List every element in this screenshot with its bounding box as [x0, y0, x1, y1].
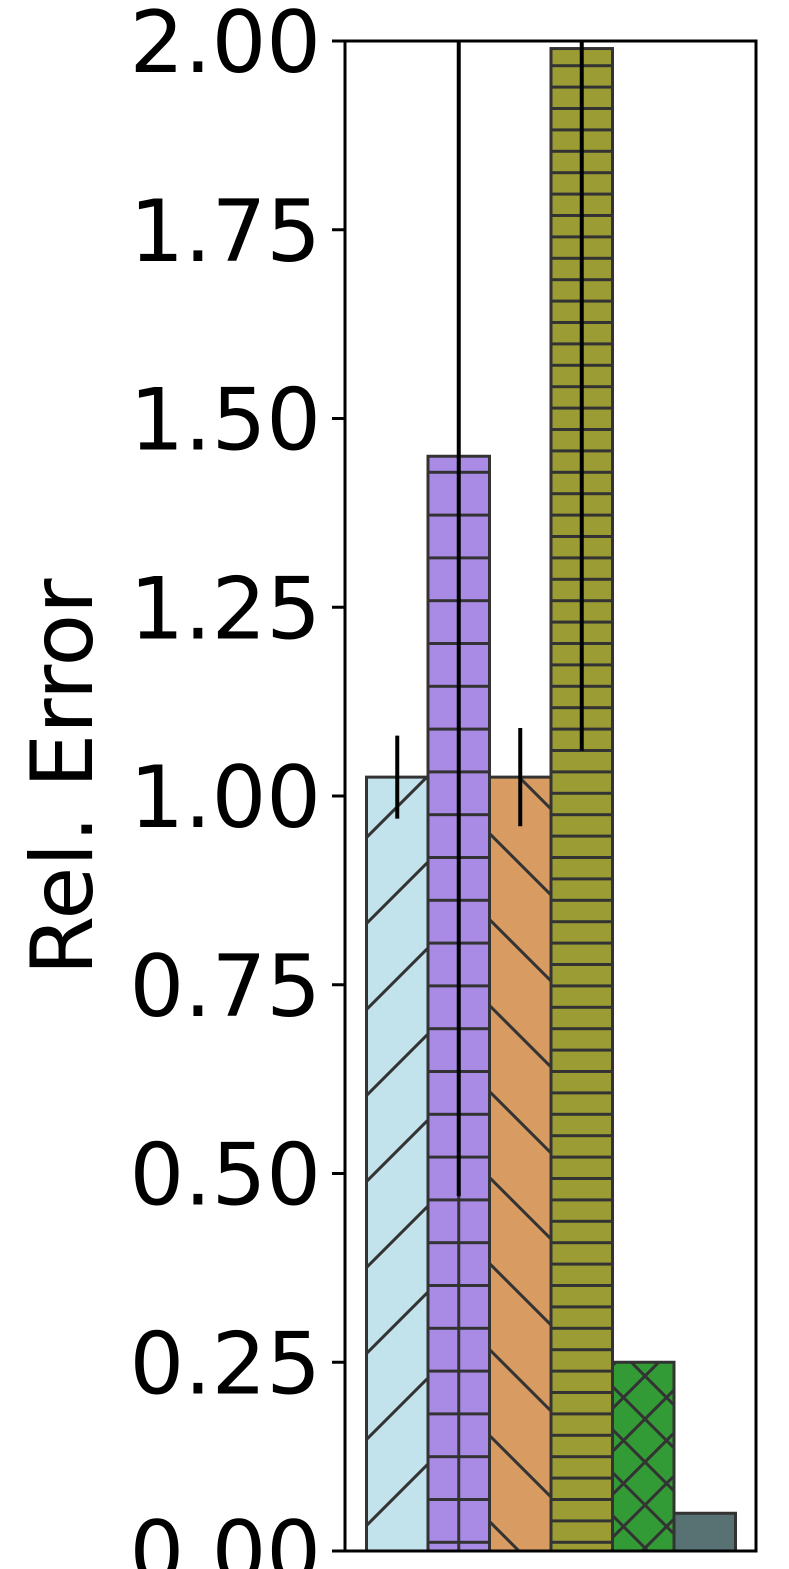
- bars-layer: [365, 47, 737, 1553]
- error-bars-layer: [395, 41, 584, 1197]
- y-tick-label: 0.75: [130, 937, 321, 1037]
- y-tick-label: 0.50: [130, 1126, 321, 1226]
- bar-6: [672, 1511, 737, 1553]
- bar-3-rect: [488, 775, 553, 1553]
- y-tick-label: 1.75: [130, 182, 321, 282]
- y-tick-label: 1.00: [130, 748, 321, 848]
- bar-5-rect: [611, 1360, 676, 1553]
- y-tick-label: 0.00: [130, 1503, 321, 1569]
- bar-1-rect: [365, 775, 430, 1553]
- y-tick-label: 1.50: [130, 371, 321, 471]
- y-axis-ticks: 0.00 0.25 0.50 0.75 1.00 1.25 1.50 1.75 2.00: [130, 0, 345, 1569]
- y-axis-label: Rel. Error: [13, 578, 113, 976]
- bar-3: [488, 775, 553, 1553]
- y-tick-label: 1.25: [130, 559, 321, 659]
- y-tick-label: 0.25: [130, 1314, 321, 1414]
- y-tick-label: 2.00: [130, 0, 321, 93]
- bar-1: [365, 775, 430, 1553]
- bar-6-rect: [672, 1511, 737, 1553]
- bar-5: [611, 1360, 676, 1553]
